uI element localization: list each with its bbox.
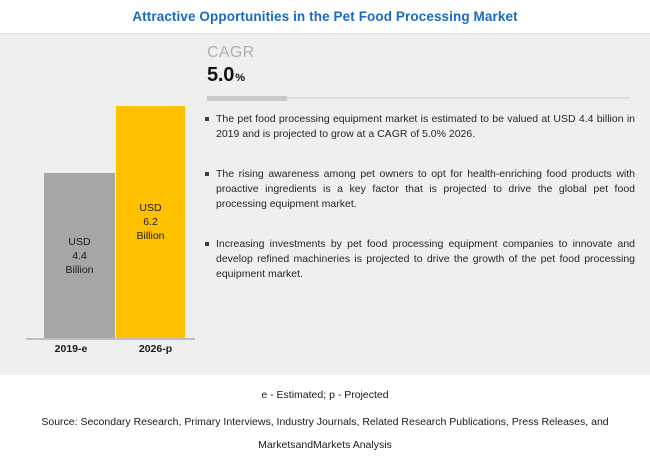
bar-2019-e-currency: USD bbox=[68, 235, 91, 248]
bar-2019-e-scale: Billion bbox=[65, 263, 94, 276]
cagr-value-row: 5.0 % bbox=[207, 63, 254, 90]
cagr-value: 5.0 bbox=[207, 64, 235, 86]
insight-text-1: The pet food processing equipment market… bbox=[216, 113, 635, 140]
footer-source: Source: Secondary Research, Primary Inte… bbox=[0, 411, 650, 457]
x-axis-label-2019-e: 2019-e bbox=[54, 343, 88, 355]
bar-chart: USD 4.4 Billion USD 6.2 Billion 2019-e 2… bbox=[0, 34, 200, 376]
bar-2019-e-amount: 4.4 bbox=[72, 249, 87, 262]
cagr-label: CAGR bbox=[207, 44, 255, 61]
list-item: Increasing investments by pet food proce… bbox=[205, 237, 635, 282]
list-item: The rising awareness among pet owners to… bbox=[205, 167, 635, 212]
insight-text-2: The rising awareness among pet owners to… bbox=[216, 168, 635, 210]
x-axis-label-2026-p: 2026-p bbox=[138, 343, 173, 355]
x-axis-labels: 2019-e 2026-p bbox=[26, 343, 195, 355]
bar-2026-p-amount: 6.2 bbox=[143, 216, 158, 228]
divider-accent bbox=[207, 96, 287, 101]
bullet-square-icon bbox=[205, 112, 216, 121]
divider-rule bbox=[287, 97, 630, 99]
footer: e - Estimated; p - Projected Source: Sec… bbox=[0, 375, 650, 455]
bar-2019-e: USD 4.4 Billion bbox=[44, 173, 115, 338]
footer-source-line-2: MarketsandMarkets Analysis bbox=[258, 439, 392, 451]
bar-2026-p-scale: Billion bbox=[136, 230, 165, 242]
x-axis-line bbox=[26, 338, 195, 340]
insight-text-3: Increasing investments by pet food proce… bbox=[216, 238, 635, 280]
page-title-bar: Attractive Opportunities in the Pet Food… bbox=[0, 0, 650, 33]
bullet-square-icon bbox=[205, 167, 216, 176]
bar-2019-e-label: USD 4.4 Billion bbox=[44, 235, 115, 277]
bar-2026-p-currency: USD bbox=[139, 202, 162, 214]
footer-legend-note: e - Estimated; p - Projected bbox=[261, 389, 389, 401]
bullet-square-icon bbox=[205, 237, 216, 246]
bar-2026-p-label: USD 6.2 Billion bbox=[116, 201, 185, 243]
footer-source-line-1: Source: Secondary Research, Primary Inte… bbox=[41, 416, 609, 428]
cagr-percent-symbol: % bbox=[235, 72, 245, 84]
page-title: Attractive Opportunities in the Pet Food… bbox=[132, 9, 518, 24]
insight-bullet-list: The pet food processing equipment market… bbox=[205, 112, 635, 307]
infographic-panel: CAGR 5.0 % USD 4.4 Billion USD 6.2 Billi… bbox=[0, 33, 650, 375]
cagr-callout: CAGR 5.0 % bbox=[207, 43, 254, 90]
bar-2026-p: USD 6.2 Billion bbox=[116, 106, 185, 338]
list-item: The pet food processing equipment market… bbox=[205, 112, 635, 142]
